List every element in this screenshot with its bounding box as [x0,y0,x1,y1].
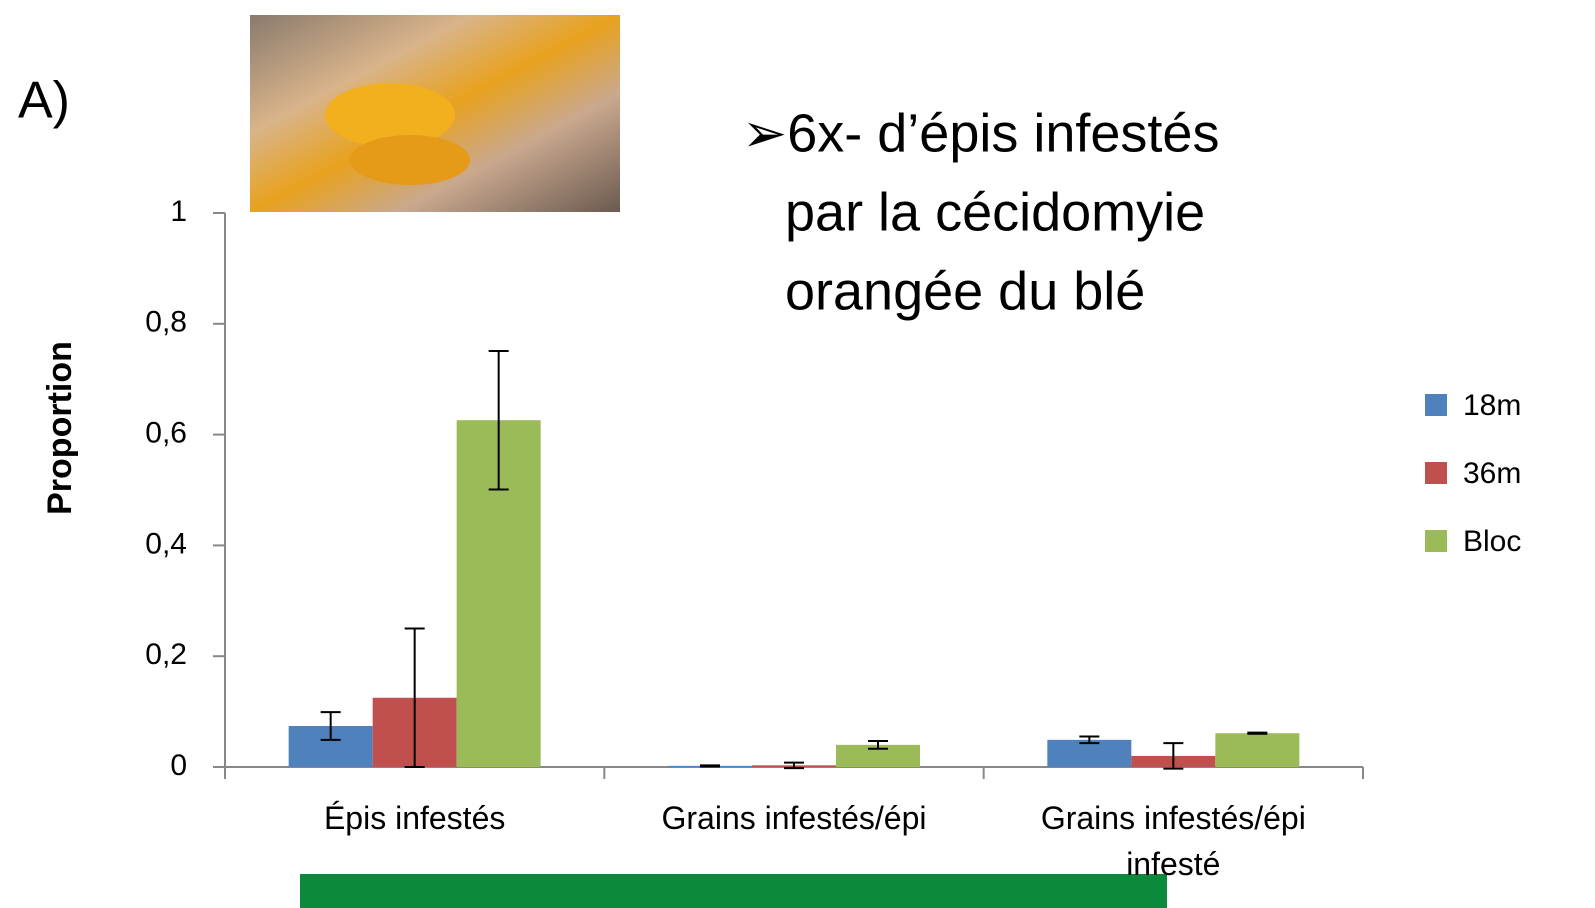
y-tick-label: 0,6 [145,417,187,450]
y-tick-label: 0 [170,749,187,782]
bar [836,744,920,767]
y-tick-label: 0,4 [145,527,187,560]
error-bar [784,761,804,770]
legend-swatch [1425,394,1447,416]
x-tick-label: Grains infestés/épi infesté [1040,800,1306,882]
error-bar [1247,731,1268,735]
error-bar [488,349,509,491]
legend-label: 18m [1463,389,1521,422]
legend-label: 36m [1463,457,1521,490]
headline: par la cécidomyie [785,182,1205,242]
y-tick-label: 0,8 [145,306,187,339]
error-bar [1079,735,1100,745]
x-tick-label: Épis infestés [323,800,506,836]
y-axis-title: Proportion [41,341,79,515]
bar [1215,733,1300,767]
panel-label: A) [18,72,70,130]
error-bar [1163,742,1184,770]
green-band [300,874,1167,908]
x-tick-label: Grains infestés/épi [661,800,927,836]
error-bar [700,764,720,768]
legend-swatch [1425,462,1447,484]
photo-larva [350,135,470,185]
y-tick-label: 1 [170,195,187,228]
headline: orangée du blé [785,261,1145,321]
headline: ➢6x- d’épis infestés [742,103,1219,163]
legend-label: Bloc [1463,525,1521,558]
y-tick-label: 0,2 [145,638,187,671]
error-bar [320,711,341,741]
bar [1047,739,1132,767]
photo-larva [325,83,455,147]
error-bar [868,739,888,750]
error-bar [404,627,425,768]
legend-swatch [1425,530,1447,552]
